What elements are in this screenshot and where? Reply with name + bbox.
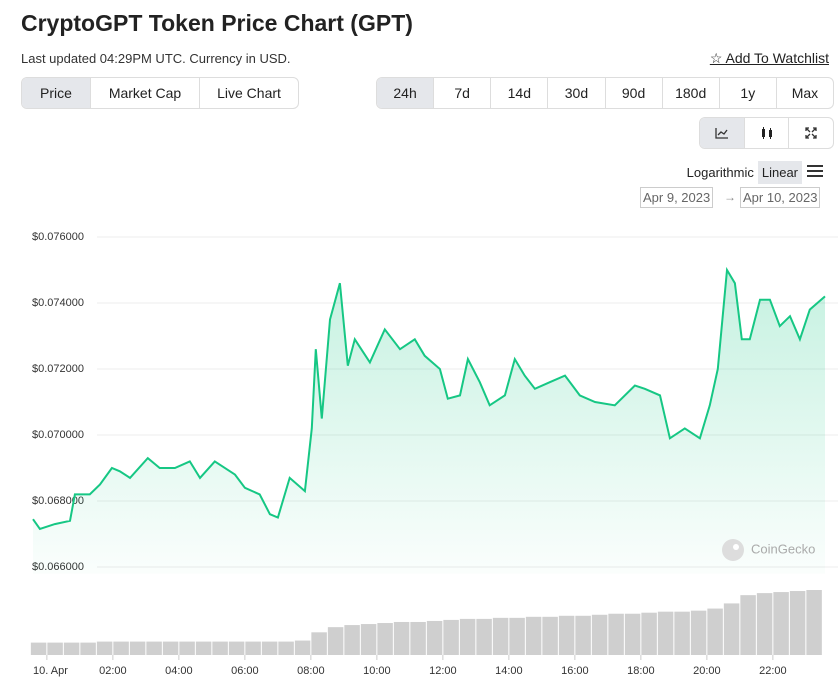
menu-button[interactable] [802, 160, 828, 185]
range-button[interactable]: Max [775, 78, 833, 108]
fullscreen-button[interactable] [788, 118, 833, 148]
range-button[interactable]: 180d [661, 78, 719, 108]
volume-bar [740, 595, 756, 655]
tab[interactable]: Market Cap [90, 78, 199, 108]
volume-bar [707, 608, 723, 655]
volume-bar [179, 641, 195, 655]
volume-bar [690, 610, 707, 655]
volume-bar [410, 621, 426, 655]
volume-bar [228, 641, 245, 655]
volume-bar [525, 616, 542, 655]
date-to[interactable]: Apr 10, 2023 [740, 187, 821, 208]
volume-bar [311, 632, 327, 655]
volume-bar [789, 591, 806, 655]
volume-bar [377, 623, 393, 655]
x-tick-label: 20:00 [693, 665, 721, 677]
volume-bar [146, 641, 162, 655]
volume-bar [657, 611, 674, 655]
x-tick-label: 14:00 [495, 665, 523, 677]
volume-bar [575, 615, 591, 655]
volume-bar [393, 621, 410, 655]
volume-bar [47, 642, 63, 655]
scale-option[interactable]: Linear [757, 161, 802, 184]
x-tick-label: 10. Apr [33, 665, 68, 677]
volume-bar [162, 641, 179, 655]
volume-bar [756, 593, 773, 655]
volume-bar [476, 618, 492, 655]
tab-group: Price Market Cap Live Chart [21, 77, 299, 109]
x-tick-label: 22:00 [759, 665, 787, 677]
range-button[interactable]: 14d [490, 78, 547, 108]
x-tick-label: 10:00 [363, 665, 391, 677]
range-button[interactable]: 30d [547, 78, 604, 108]
volume-bar [542, 616, 558, 655]
range-button[interactable]: 90d [604, 78, 662, 108]
volume-bar [129, 641, 146, 655]
y-tick-label: $0.072000 [32, 363, 84, 375]
price-area [33, 270, 825, 574]
volume-bar [360, 624, 377, 655]
volume-bar [806, 590, 822, 655]
volume-bar [80, 642, 96, 655]
x-tick-label: 18:00 [627, 665, 655, 677]
volume-bar [723, 603, 740, 655]
volume-bar [294, 640, 311, 655]
y-tick-label: $0.070000 [32, 429, 84, 441]
volume-bar [608, 613, 624, 655]
volume-bar [113, 641, 129, 655]
volume-bar [459, 618, 476, 655]
range-button[interactable]: 1y [718, 78, 776, 108]
line-chart-button[interactable] [700, 118, 744, 148]
range-button[interactable]: 7d [433, 78, 490, 108]
volume-bar [426, 620, 443, 655]
watermark: CoinGecko [722, 539, 815, 561]
scale-toggle: Logarithmic Linear [683, 160, 828, 185]
volume-bar [492, 617, 509, 655]
x-tick-label: 06:00 [231, 665, 259, 677]
volume-bar [278, 641, 294, 655]
volume-bar [641, 612, 657, 655]
range-group: 24h 7d 14d 30d 90d 180d 1y Max [376, 77, 834, 109]
chart-type-group [699, 117, 834, 149]
volume-bar [674, 611, 690, 655]
price-line [32, 266, 826, 531]
volume-bar [558, 615, 575, 655]
tab[interactable]: Live Chart [199, 78, 298, 108]
title: CryptoGPT Token Price Chart (GPT) [21, 10, 413, 36]
watchlist-text: Add To Watchlist [725, 50, 830, 66]
volume-bar [344, 625, 360, 655]
subtitle: Last updated 04:29PM UTC. Currency in US… [21, 51, 291, 66]
y-tick-label: $0.068000 [32, 495, 84, 507]
tab[interactable]: Price [22, 78, 90, 108]
scale-option[interactable]: Logarithmic [686, 165, 754, 180]
candle-chart-button[interactable] [743, 118, 789, 148]
x-tick-label: 16:00 [561, 665, 589, 677]
volume-bar [212, 641, 228, 655]
x-tick-label: 08:00 [297, 665, 325, 677]
x-tick-label: 12:00 [429, 665, 457, 677]
volume-bar [327, 627, 344, 655]
volume-bar [509, 617, 525, 655]
x-tick-label: 02:00 [99, 665, 127, 677]
volume-bar [443, 619, 459, 655]
x-tick-label: 04:00 [165, 665, 193, 677]
watchlist-link[interactable]: ☆ Add To Watchlist [709, 50, 830, 66]
volume-bar [245, 641, 261, 655]
y-tick-label: $0.074000 [32, 297, 84, 309]
date-from[interactable]: Apr 9, 2023 [640, 187, 714, 208]
range-button[interactable]: 24h [377, 78, 434, 108]
volume-bar [63, 642, 80, 655]
volume-bar [624, 613, 641, 655]
volume-bar [773, 592, 789, 655]
volume-bar [195, 641, 212, 655]
volume-bar [261, 641, 278, 655]
date-arrow: → [724, 190, 736, 204]
volume-bar [30, 642, 47, 655]
volume-bar [96, 641, 113, 655]
y-tick-label: $0.076000 [32, 231, 84, 243]
watermark-text: CoinGecko [751, 541, 815, 556]
volume-bar [591, 614, 608, 655]
